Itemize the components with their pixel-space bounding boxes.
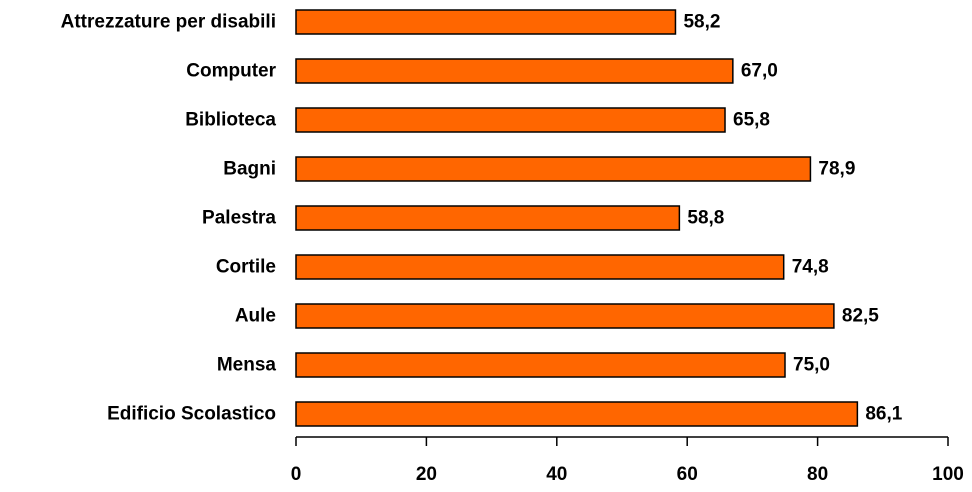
category-label-cortile: Cortile — [216, 257, 276, 278]
bar-edificio-scolastico — [295, 401, 859, 427]
category-label-biblioteca: Biblioteca — [185, 110, 276, 131]
value-label-attrezzature-per-disabili: 58,2 — [683, 12, 720, 33]
bars-group — [295, 9, 859, 427]
bar-aule — [295, 303, 835, 329]
value-label-biblioteca: 65,8 — [733, 110, 770, 131]
x-tick-label-20: 20 — [416, 464, 437, 485]
value-label-cortile: 74,8 — [792, 257, 829, 278]
value-label-computer: 67,0 — [741, 61, 778, 82]
value-label-bagni: 78,9 — [818, 159, 855, 180]
category-label-aule: Aule — [235, 306, 276, 327]
value-label-aule: 82,5 — [842, 306, 879, 327]
category-label-palestra: Palestra — [202, 208, 276, 229]
x-tick-label-0: 0 — [291, 464, 302, 485]
value-label-palestra: 58,8 — [687, 208, 724, 229]
bar-mensa — [295, 352, 786, 378]
x-tick-label-80: 80 — [807, 464, 828, 485]
value-label-edificio-scolastico: 86,1 — [865, 404, 902, 425]
bar-cortile — [295, 254, 785, 280]
category-label-attrezzature-per-disabili: Attrezzature per disabili — [61, 12, 276, 33]
category-label-computer: Computer — [186, 61, 276, 82]
x-tick-label-100: 100 — [932, 464, 964, 485]
category-label-mensa: Mensa — [217, 355, 277, 376]
bar-computer — [295, 58, 734, 84]
bar-palestra — [295, 205, 681, 231]
bar-attrezzature-per-disabili — [295, 9, 677, 35]
bar-bagni — [295, 156, 812, 182]
value-labels: 58,2 67,0 65,8 78,9 58,8 74,8 82,5 75,0 86,1 — [683, 12, 902, 425]
category-label-bagni: Bagni — [223, 159, 276, 180]
bar-biblioteca — [295, 107, 726, 133]
value-label-mensa: 75,0 — [793, 355, 830, 376]
category-labels: Attrezzature per disabili Computer Bibliot… — [61, 12, 277, 425]
category-label-edificio-scolastico: Edificio Scolastico — [107, 404, 276, 425]
x-axis: 0 20 40 60 80 100 — [291, 436, 964, 485]
x-tick-label-40: 40 — [546, 464, 567, 485]
x-tick-label-60: 60 — [677, 464, 698, 485]
